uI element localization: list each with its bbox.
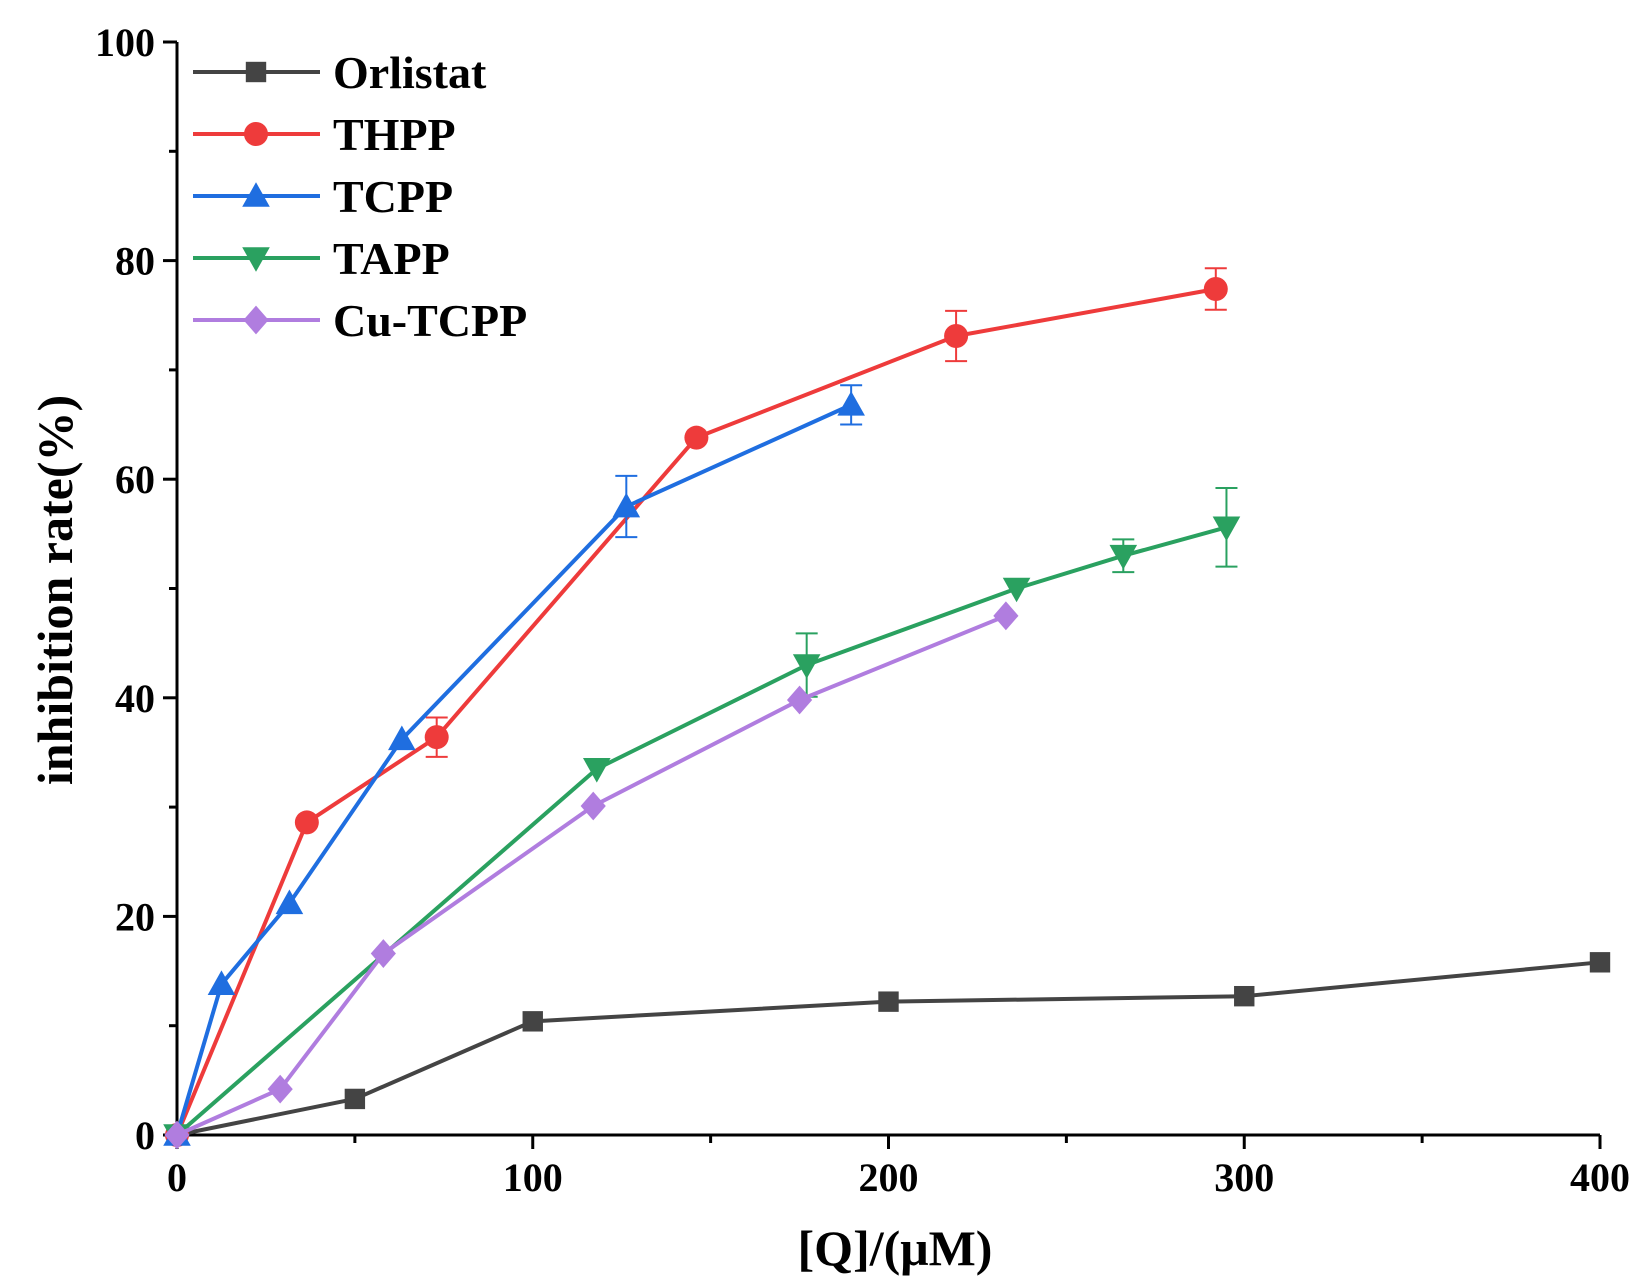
- x-axis-ticks: 0 100 200 300 400: [167, 1135, 1630, 1200]
- y-tick-label: 80: [115, 239, 155, 284]
- data-point-triangle-down: [1002, 577, 1031, 603]
- data-point-triangle-up: [275, 889, 304, 915]
- series-line: [176, 960, 1601, 1137]
- data-point-triangle-up: [242, 182, 270, 207]
- legend-item-tcpp: TCPP: [193, 171, 453, 222]
- data-point-circle: [244, 122, 268, 146]
- data-point-triangle-up: [388, 725, 416, 751]
- data-point-diamond: [786, 685, 813, 715]
- data-point-triangle-down: [1212, 516, 1241, 542]
- series-line: [175, 287, 1217, 1136]
- data-point-square: [245, 61, 267, 83]
- data-point-square: [1234, 985, 1255, 1007]
- data-point-diamond: [164, 1120, 190, 1150]
- x-axis-title: [Q]/(μM): [798, 1220, 993, 1276]
- legend-label: TCPP: [333, 171, 453, 222]
- data-point-square: [344, 1088, 366, 1110]
- data-point-diamond: [993, 601, 1019, 631]
- data-point-circle: [684, 425, 709, 450]
- x-tick-label: 300: [1214, 1155, 1274, 1200]
- x-tick-label: 400: [1570, 1155, 1630, 1200]
- y-tick-label: 40: [115, 676, 155, 721]
- data-point-triangle-down: [582, 758, 611, 783]
- legend-item-thpp: THPP: [193, 109, 456, 160]
- data-point-triangle-down: [242, 247, 270, 272]
- data-point-circle: [1203, 277, 1228, 302]
- data-point-square: [878, 991, 899, 1012]
- legend-item-orlistat: Orlistat: [193, 47, 487, 98]
- legend-label: Orlistat: [333, 47, 487, 98]
- y-axis-ticks: 0 20 40 60 80 100: [95, 20, 177, 1158]
- data-point-circle: [294, 810, 319, 835]
- data-point-triangle-up: [612, 492, 641, 518]
- legend-label: THPP: [333, 109, 456, 160]
- data-point-diamond: [267, 1074, 293, 1104]
- legend-label: Cu-TCPP: [333, 295, 527, 346]
- data-point-triangle-up: [837, 391, 865, 416]
- y-tick-label: 100: [95, 20, 155, 65]
- data-point-square: [522, 1011, 543, 1032]
- data-point-diamond: [243, 305, 269, 335]
- x-tick-label: 0: [167, 1155, 187, 1200]
- legend-label: TAPP: [333, 233, 450, 284]
- series-line: [175, 403, 852, 1136]
- series-tcpp: [163, 384, 865, 1146]
- legend-item-tapp: TAPP: [193, 233, 450, 284]
- data-point-diamond: [580, 791, 606, 821]
- x-tick-label: 100: [503, 1155, 563, 1200]
- legend: Orlistat THPP TCPP TAPP Cu-TCPP: [193, 47, 527, 346]
- y-tick-label: 20: [115, 894, 155, 939]
- series-orlistat: [166, 952, 1611, 1146]
- x-tick-label: 200: [859, 1155, 919, 1200]
- series-tapp: [163, 486, 1241, 1149]
- series-layer: [163, 267, 1611, 1150]
- data-point-square: [1589, 952, 1611, 973]
- series-line: [176, 613, 1007, 1137]
- data-point-triangle-up: [207, 970, 236, 995]
- y-axis-title: inhibition rate(%): [27, 395, 83, 785]
- series-line: [175, 525, 1227, 1137]
- data-point-diamond: [370, 939, 396, 968]
- series-cu-tcpp: [164, 601, 1019, 1150]
- data-point-triangle-down: [1109, 544, 1138, 570]
- legend-item-cu-tcpp: Cu-TCPP: [193, 295, 527, 346]
- series-thpp: [165, 267, 1228, 1147]
- data-point-circle: [424, 725, 449, 750]
- data-point-triangle-down: [792, 654, 821, 679]
- y-tick-label: 60: [115, 457, 155, 502]
- data-point-circle: [944, 324, 969, 349]
- y-tick-label: 0: [135, 1113, 155, 1158]
